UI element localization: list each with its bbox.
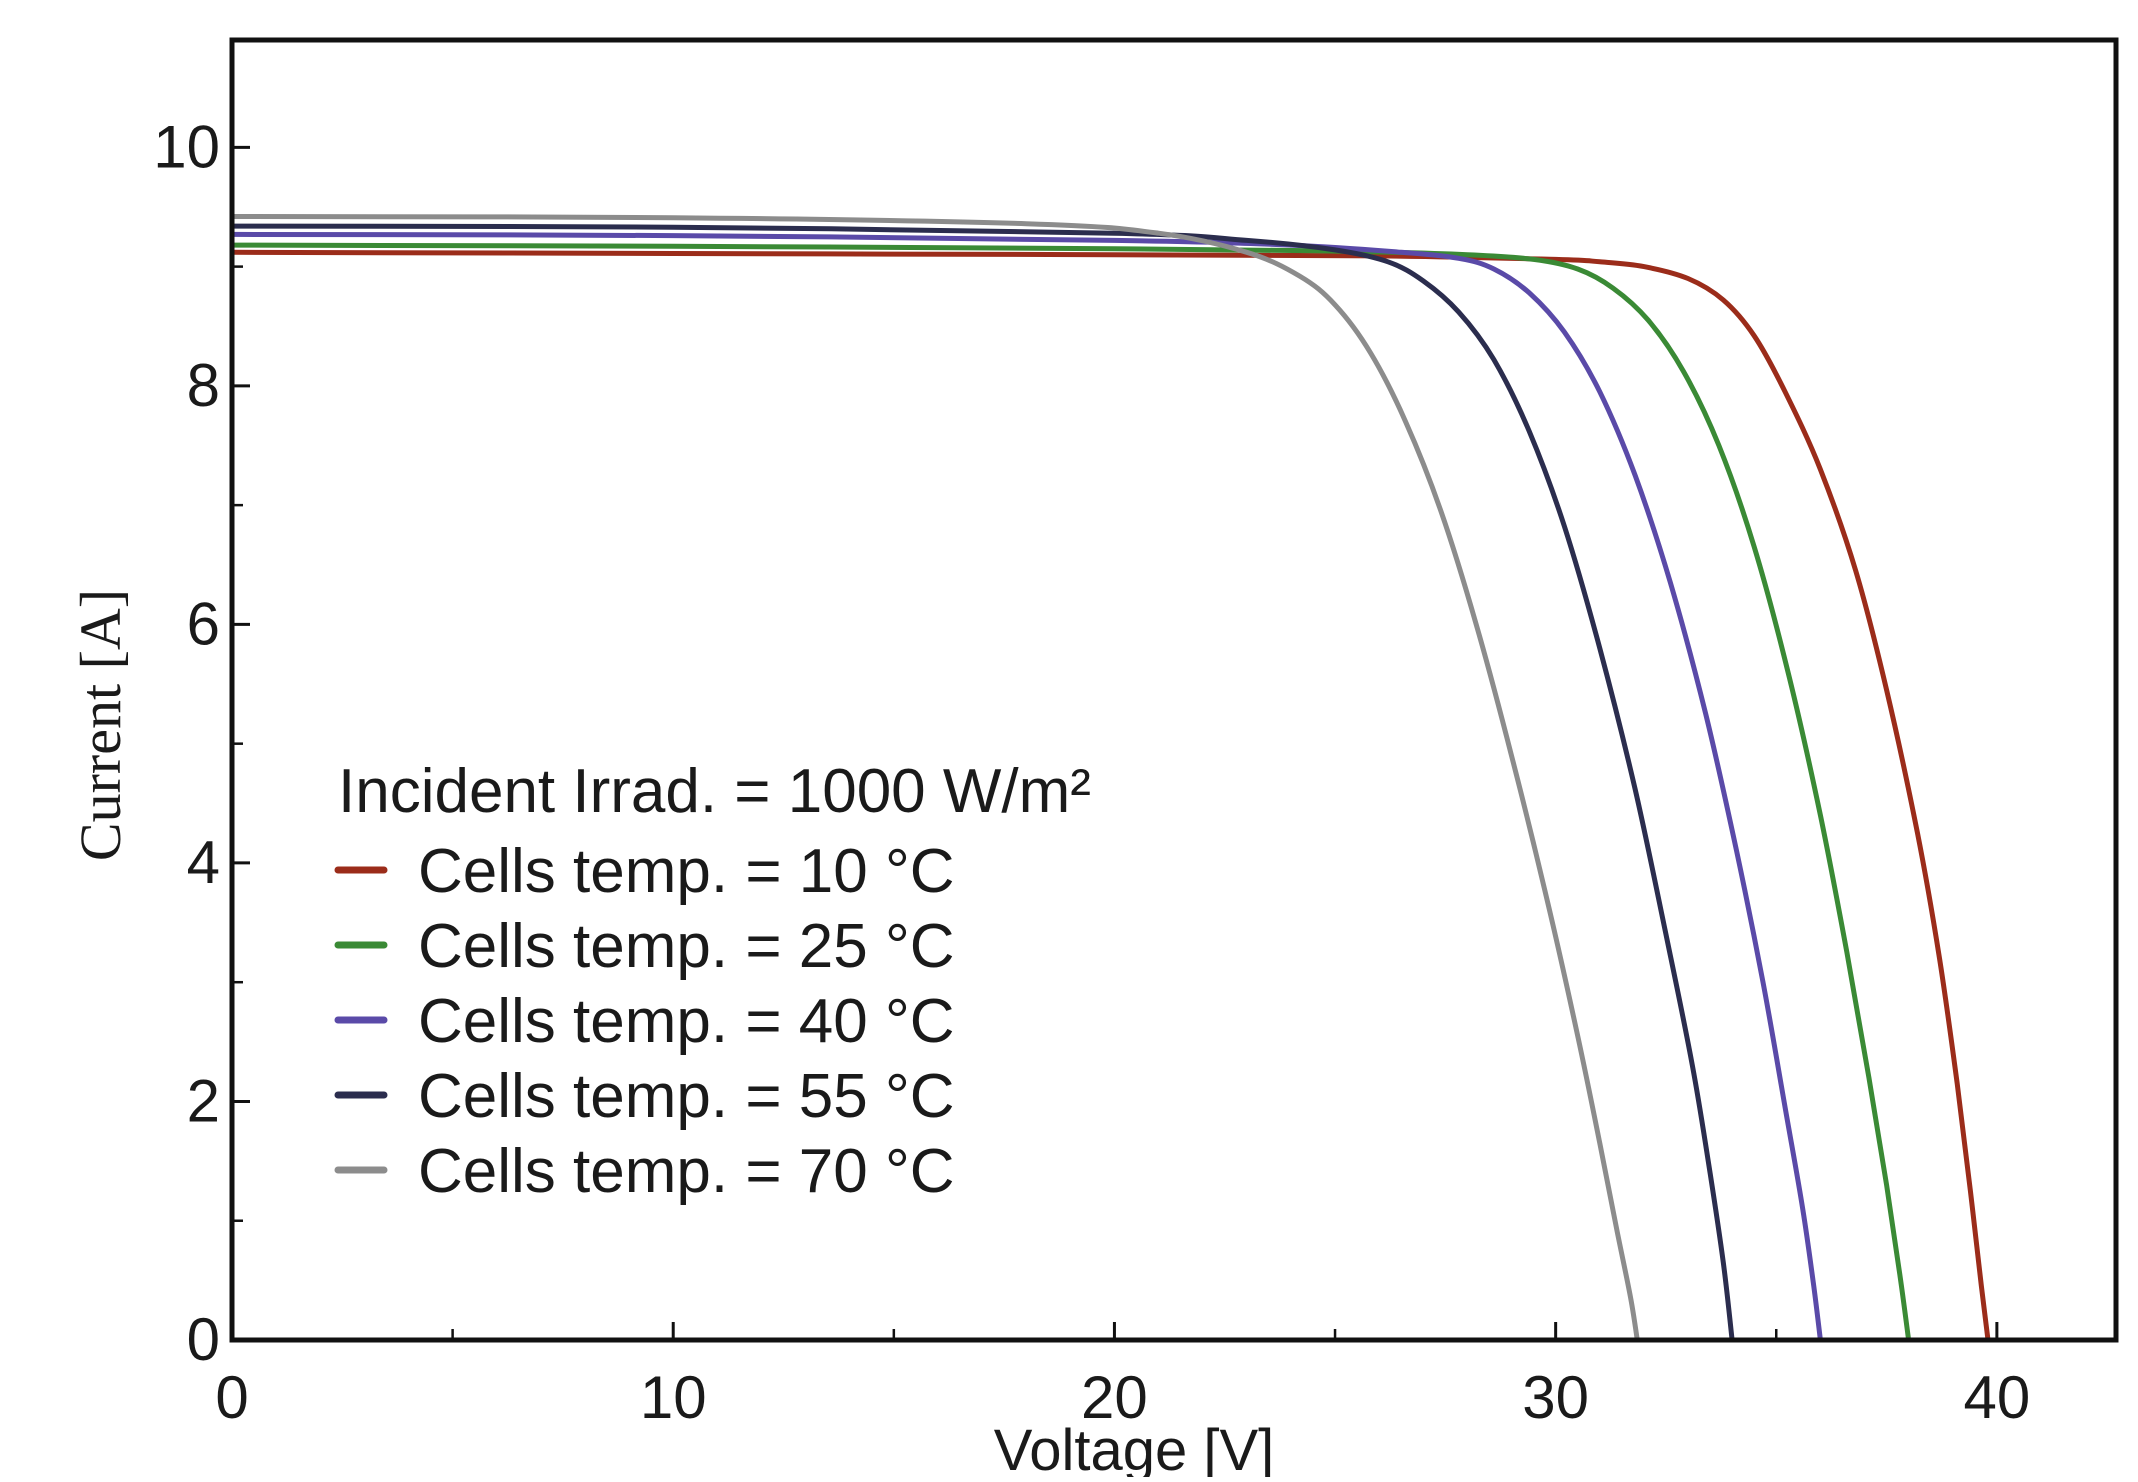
series-line-5 — [229, 214, 1640, 1343]
ticks-layer — [230, 145, 1999, 1342]
x-tick-label: 30 — [1522, 1364, 1589, 1431]
legend-label-4: Cells temp. = 55 °C — [418, 1062, 955, 1131]
legend-label-1: Cells temp. = 10 °C — [418, 837, 955, 906]
y-axis-label: Current [A] — [68, 589, 133, 861]
series-line-1 — [229, 249, 1991, 1343]
y-tick-label: 0 — [187, 1306, 220, 1373]
x-tick-label: 40 — [1963, 1364, 2030, 1431]
curves-layer — [229, 214, 1991, 1343]
y-tick-label: 2 — [187, 1067, 220, 1134]
y-tick-label: 10 — [153, 113, 220, 180]
y-tick-label: 6 — [187, 590, 220, 657]
series-line-2 — [229, 242, 1912, 1343]
x-tick-label: 0 — [215, 1364, 248, 1431]
y-tick-label: 8 — [187, 352, 220, 419]
legend-title: Incident Irrad. = 1000 W/m² — [338, 757, 1091, 826]
x-tick-label: 20 — [1081, 1364, 1148, 1431]
legend: Incident Irrad. = 1000 W/m² Cells temp. … — [334, 757, 1091, 1206]
series-line-3 — [229, 231, 1823, 1343]
y-tick-label: 4 — [187, 829, 220, 896]
legend-label-3: Cells temp. = 40 °C — [418, 987, 955, 1056]
series-line-4 — [229, 223, 1735, 1343]
x-tick-label: 10 — [640, 1364, 707, 1431]
x-axis-label: Voltage [V] — [994, 1418, 1275, 1477]
legend-label-5: Cells temp. = 70 °C — [418, 1137, 955, 1206]
labels-layer: 0 10 20 30 40 0 2 4 6 8 10 — [153, 113, 2030, 1431]
legend-label-2: Cells temp. = 25 °C — [418, 912, 955, 981]
plot-area-frame — [229, 37, 2119, 1343]
